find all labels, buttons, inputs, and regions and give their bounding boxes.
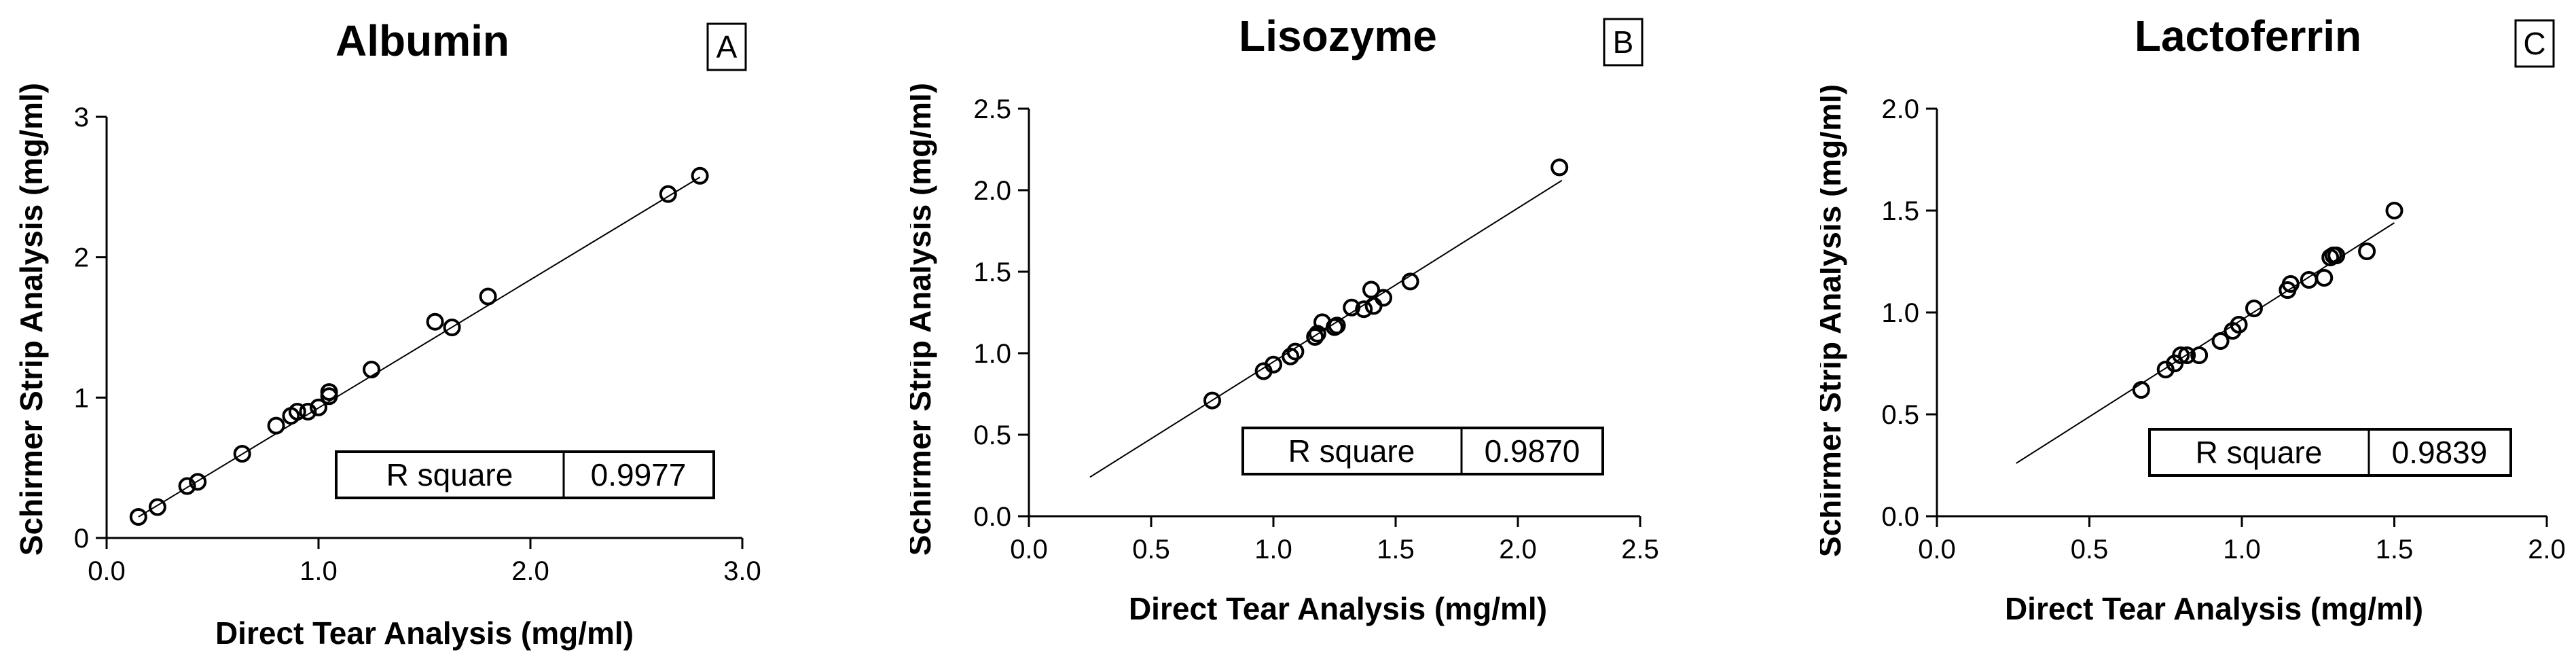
x-tick-label: 0.5 xyxy=(2071,535,2109,564)
data-point xyxy=(426,312,444,331)
data-point xyxy=(1286,342,1305,361)
chart-title: Lactoferrin xyxy=(2135,12,2361,60)
x-tick-label: 1.5 xyxy=(1377,535,1415,564)
data-point xyxy=(1282,347,1300,365)
x-tick-label: 0.0 xyxy=(1010,535,1048,564)
lactoferrin-scatter-chart: Lactoferrin C Schirmer Strip Analysis (m… xyxy=(1820,12,2566,626)
x-tick-label: 1.5 xyxy=(2376,535,2414,564)
chart-title: Lisozyme xyxy=(1239,12,1437,60)
y-tick-label: 0.0 xyxy=(973,502,1011,532)
x-tick-label: 1.0 xyxy=(2223,535,2261,564)
data-point xyxy=(2245,300,2263,317)
panel-letter-box: C xyxy=(2514,19,2555,68)
y-tick-label: 0 xyxy=(74,524,89,554)
r-square-table: R square 0.9839 xyxy=(2148,428,2512,477)
chart-title: Albumin xyxy=(335,16,509,65)
y-axis-label: Schirmer Strip Analysis (mg/ml) xyxy=(910,83,937,556)
y-tick-label: 0.5 xyxy=(1881,400,1919,430)
data-point xyxy=(129,508,147,526)
data-point xyxy=(189,473,207,491)
data-point xyxy=(2178,346,2196,364)
data-point xyxy=(2172,346,2190,364)
r-square-value: 0.9870 xyxy=(1485,433,1580,469)
data-point xyxy=(363,361,380,378)
y-tick-label: 0.5 xyxy=(973,420,1011,450)
data-point xyxy=(479,287,497,306)
data-point xyxy=(1375,289,1392,307)
data-point xyxy=(1328,317,1346,335)
r-square-value: 0.9977 xyxy=(591,457,687,492)
data-point xyxy=(1343,298,1361,317)
r-square-table: R square 0.9977 xyxy=(335,450,715,499)
data-point xyxy=(2132,381,2150,399)
y-tick-label: 3 xyxy=(74,103,89,132)
data-point xyxy=(2190,346,2209,364)
y-tick-label: 2.0 xyxy=(1881,94,1919,124)
x-tick-label: 2.0 xyxy=(511,556,549,586)
data-point xyxy=(2327,247,2346,264)
y-tick-label: 1.0 xyxy=(1881,298,1919,328)
panel-letter: C xyxy=(2523,26,2545,61)
x-tick-label: 1.0 xyxy=(300,556,338,586)
albumin-scatter-chart: Albumin A Schirmer Strip Analysis (mg/ml… xyxy=(14,16,761,651)
x-tick-label: 2.0 xyxy=(1499,535,1537,564)
x-tick-label: 0.0 xyxy=(88,556,126,586)
y-tick-label: 2.0 xyxy=(973,176,1011,206)
x-tick-label: 2.0 xyxy=(2528,535,2566,564)
data-point xyxy=(659,185,677,203)
y-tick-label: 0.0 xyxy=(1881,502,1919,532)
data-point xyxy=(1401,272,1419,291)
data-point xyxy=(1265,355,1282,374)
y-tick-label: 2 xyxy=(74,243,89,273)
y-tick-label: 1.5 xyxy=(973,257,1011,287)
y-tick-label: 1.0 xyxy=(973,339,1011,369)
r-square-table: R square 0.9870 xyxy=(1241,427,1604,475)
x-tick-label: 3.0 xyxy=(723,556,761,586)
data-point xyxy=(310,398,327,416)
y-tick-label: 1 xyxy=(74,383,89,413)
r-square-label: R square xyxy=(386,457,513,492)
data-point xyxy=(2230,316,2248,334)
data-point xyxy=(1362,281,1380,299)
regression-line xyxy=(138,177,701,518)
y-axis-label: Schirmer Strip Analysis (mg/ml) xyxy=(14,83,49,556)
data-point xyxy=(2281,275,2300,293)
data-point xyxy=(1364,297,1383,315)
x-tick-label: 1.0 xyxy=(1254,535,1292,564)
data-point xyxy=(299,403,317,420)
x-tick-label: 2.5 xyxy=(1621,535,1659,564)
r-square-label: R square xyxy=(2196,435,2323,470)
x-axis-label: Direct Tear Analysis (mg/ml) xyxy=(1129,591,1547,626)
data-point xyxy=(2385,202,2403,219)
x-tick-label: 0.0 xyxy=(1918,535,1956,564)
r-square-value: 0.9839 xyxy=(2392,435,2488,470)
panel-letter: B xyxy=(1613,24,1634,60)
data-point xyxy=(320,383,338,401)
data-point xyxy=(233,445,251,463)
data-point xyxy=(1306,328,1324,346)
data-point xyxy=(1203,391,1221,410)
data-point xyxy=(2211,332,2230,350)
r-square-label: R square xyxy=(1288,433,1415,469)
data-point xyxy=(288,403,306,420)
data-point xyxy=(1550,158,1569,177)
data-point xyxy=(443,319,461,336)
data-point xyxy=(148,498,166,516)
x-tick-label: 0.5 xyxy=(1132,535,1170,564)
panel-letter: A xyxy=(716,29,738,65)
y-tick-label: 1.5 xyxy=(1881,196,1919,226)
x-axis-label: Direct Tear Analysis (mg/ml) xyxy=(215,615,634,651)
panel-letter-box: B xyxy=(1603,18,1644,67)
data-point xyxy=(267,416,285,435)
x-axis-label: Direct Tear Analysis (mg/ml) xyxy=(2005,591,2423,626)
data-point xyxy=(178,477,196,495)
panel-letter-box: A xyxy=(706,22,747,71)
data-point xyxy=(1355,300,1373,319)
y-axis-label: Schirmer Strip Analysis (mg/ml) xyxy=(1820,84,1847,557)
data-point xyxy=(2315,269,2334,287)
data-point xyxy=(691,166,709,185)
data-point xyxy=(2358,242,2376,260)
lisozyme-scatter-chart: Lisozyme B Schirmer Strip Analysis (mg/m… xyxy=(910,12,1659,626)
y-tick-label: 2.5 xyxy=(973,94,1011,124)
